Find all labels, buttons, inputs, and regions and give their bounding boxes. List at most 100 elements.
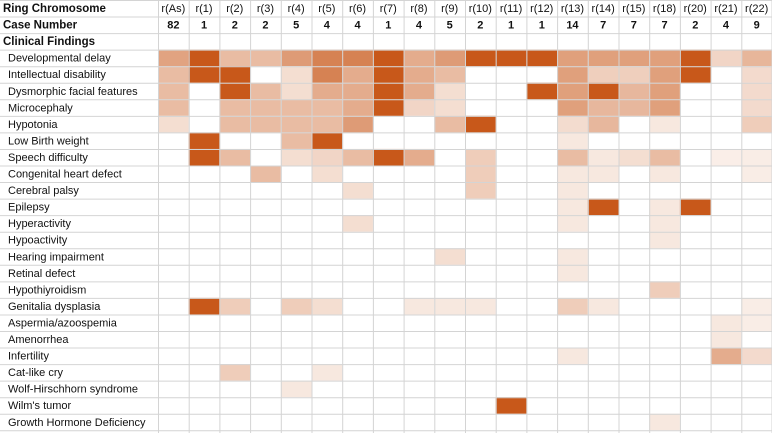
heatmap-cell <box>649 231 680 249</box>
heatmap-cell <box>495 49 527 67</box>
column-header: r(20) <box>684 3 707 15</box>
count-label: Case Number <box>3 20 78 32</box>
heatmap-cell <box>587 198 619 216</box>
heatmap-cell <box>280 66 312 83</box>
heatmap-cell <box>372 148 404 166</box>
row-label: Aspermia/azoospemia <box>8 317 118 329</box>
heatmap-cell <box>741 99 772 116</box>
row-label: Infertility <box>8 351 49 363</box>
section-label: Clinical Findings <box>3 36 95 48</box>
row-label: Low Birth weight <box>8 135 89 147</box>
heatmap-cell <box>219 148 251 166</box>
heatmap-cell <box>618 66 650 83</box>
heatmap-cell <box>250 82 281 100</box>
heatmap-cell <box>219 99 251 116</box>
row-label: Hypotonia <box>8 119 58 131</box>
heatmap-cell <box>557 66 588 83</box>
heatmap-cell <box>311 99 343 116</box>
heatmap-cell <box>710 49 742 67</box>
heatmap-cell <box>280 49 312 67</box>
heatmap-cell <box>342 182 373 199</box>
heatmap-cell <box>434 82 465 100</box>
heatmap-cell <box>587 49 619 67</box>
heatmap-cell <box>403 99 435 116</box>
heatmap-cell <box>219 49 251 67</box>
column-header: r(11) <box>500 3 522 15</box>
case-number: 2 <box>692 20 698 32</box>
heatmap-cell <box>188 297 220 315</box>
row-label: Hyperactivity <box>8 218 71 230</box>
case-number: 7 <box>661 20 667 32</box>
heatmap-cell <box>434 248 465 265</box>
heatmap-cell <box>188 49 220 67</box>
heatmap-cell <box>372 66 404 83</box>
heatmap-cell <box>434 99 465 116</box>
heatmap-cell <box>557 132 588 149</box>
heatmap-cell <box>219 82 251 100</box>
heatmap-cell <box>158 82 189 100</box>
column-header: r(8) <box>410 3 427 15</box>
case-number: 4 <box>324 20 331 32</box>
heatmap-cell <box>557 82 588 100</box>
heatmap-cell <box>649 99 680 116</box>
column-header: r(14) <box>592 3 615 15</box>
heatmap-cell <box>465 115 496 133</box>
heatmap-cell <box>649 82 680 100</box>
heatmap-cell <box>158 49 189 67</box>
heatmap-cell <box>434 66 465 83</box>
column-header: r(2) <box>226 3 243 15</box>
heatmap-cell <box>434 115 465 133</box>
heatmap-cell <box>280 380 312 398</box>
heatmap-cell <box>557 165 588 183</box>
heatmap-cell <box>250 115 281 133</box>
case-number: 2 <box>477 20 483 32</box>
heatmap-cell <box>403 297 435 315</box>
heatmap-cell <box>741 49 772 67</box>
heatmap-cell <box>465 148 496 166</box>
heatmap-cell <box>280 99 312 116</box>
heatmap-cell <box>557 297 588 315</box>
heatmap-cell <box>403 148 435 166</box>
heatmap-cell <box>679 198 711 216</box>
heatmap-cell <box>557 115 588 133</box>
heatmap-cell <box>741 82 772 100</box>
heatmap-cell <box>618 82 650 100</box>
row-label: Retinal defect <box>8 268 75 280</box>
heatmap-cell <box>280 82 312 100</box>
column-header: r(21) <box>714 3 737 15</box>
heatmap-cell <box>280 148 312 166</box>
heatmap-cell <box>649 215 680 232</box>
row-label: Genitalia dysplasia <box>8 301 101 313</box>
heatmap-cell <box>526 82 558 100</box>
heatmap-cell <box>618 99 650 116</box>
heatmap-cell <box>250 99 281 116</box>
heatmap-cell <box>311 82 343 100</box>
column-header: r(As) <box>161 3 185 15</box>
row-label: Epilepsy <box>8 202 50 214</box>
heatmap-cell <box>649 165 680 183</box>
heatmap-cell <box>311 132 343 149</box>
heatmap-cell <box>587 66 619 83</box>
case-number: 14 <box>566 20 579 32</box>
case-number: 7 <box>631 20 637 32</box>
row-label: Hearing impairment <box>8 251 104 263</box>
heatmap-cell <box>557 148 588 166</box>
heatmap-cell <box>311 66 343 83</box>
heatmap-cell <box>649 148 680 166</box>
heatmap-cell <box>679 49 711 67</box>
heatmap-cell <box>158 99 189 116</box>
heatmap-cell <box>219 364 251 381</box>
heatmap-cell <box>311 165 343 183</box>
heatmap-cell <box>557 198 588 216</box>
heatmap-cell <box>710 148 742 166</box>
heatmap-cell <box>219 115 251 133</box>
heatmap-cell <box>342 215 373 232</box>
row-label: Microcephaly <box>8 102 73 114</box>
heatmap-cell <box>741 66 772 83</box>
heatmap-cell <box>342 66 373 83</box>
heatmap-cell <box>158 115 189 133</box>
heatmap-cell <box>587 115 619 133</box>
heatmap-cell <box>557 264 588 282</box>
